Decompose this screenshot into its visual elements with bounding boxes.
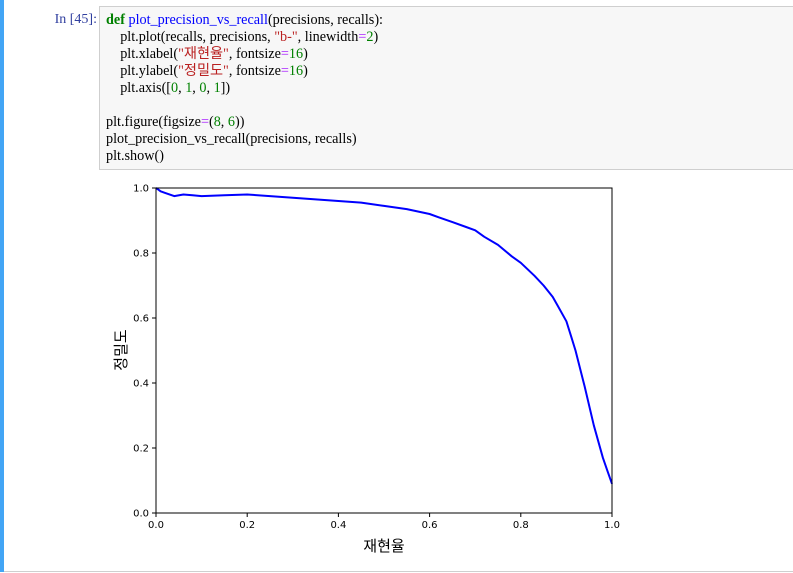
y-axis-label: 정밀도	[112, 329, 130, 371]
y-tick-label: 0.6	[133, 314, 149, 325]
code-token: plt.xlabel(	[106, 46, 179, 62]
code-token: )	[373, 29, 379, 45]
code-token: "b-"	[274, 29, 298, 45]
x-tick-label: 0.4	[330, 520, 346, 531]
code-token: 6	[227, 114, 235, 130]
code-token: )	[303, 63, 308, 79]
code-token: 0	[199, 80, 207, 96]
code-line: plt.axis([0, 1, 0, 1])	[106, 80, 230, 96]
code-token: 0	[171, 80, 179, 96]
y-tick-label: 0.0	[133, 509, 149, 520]
code-token: (precisions, recalls):	[267, 12, 383, 28]
input-prompt: In [45]:	[54, 12, 97, 27]
code-token: 1	[213, 80, 221, 96]
code-token: 1	[185, 80, 193, 96]
cell-output: 0.0 0.2 0.4 0.6 0.8 1.0 0.0 0.2 0.4 0.6 0.8 1.0 재현…	[99, 176, 793, 568]
code-token: "재현율"	[178, 46, 229, 62]
code-token: (	[208, 114, 214, 130]
x-tick-label: 1.0	[604, 520, 620, 531]
code-token: plt.plot(recalls, precisions,	[106, 29, 275, 45]
code-token: ))	[234, 114, 245, 130]
code-token: 2	[366, 29, 374, 45]
y-tick-label: 0.2	[133, 444, 149, 455]
code-token: ])	[220, 80, 231, 96]
code-token: =	[358, 29, 367, 45]
x-axis-ticks: 0.0 0.2 0.4 0.6 0.8 1.0	[148, 513, 620, 531]
code-token: "정밀도"	[178, 63, 229, 79]
code-token: plot_precision_vs_recall(precisions, rec…	[106, 131, 357, 147]
code-token: 16	[288, 63, 304, 79]
code-line: plt.figure(figsize=(8, 6))	[106, 114, 244, 130]
code-token: ,	[192, 80, 200, 96]
code-token: 16	[288, 46, 304, 62]
x-tick-label: 0.6	[422, 520, 438, 531]
y-tick-label: 1.0	[133, 184, 149, 195]
code-token: ,	[220, 114, 228, 130]
code-token: ,	[206, 80, 214, 96]
code-line: plt.show()	[106, 148, 164, 164]
code-editor[interactable]: def plot_precision_vs_recall(precisions,…	[106, 12, 383, 165]
code-token: plt.ylabel(	[106, 63, 179, 79]
cell-selection-bar	[0, 0, 4, 572]
code-token: , linewidth	[297, 29, 359, 45]
code-line: plt.xlabel("재현율", fontsize=16)	[106, 46, 308, 62]
code-token: 8	[213, 114, 221, 130]
code-cell-input[interactable]: def plot_precision_vs_recall(precisions,…	[99, 6, 793, 170]
code-token: =	[200, 114, 209, 130]
code-token: ,	[178, 80, 186, 96]
code-token: =	[280, 46, 289, 62]
x-tick-label: 0.0	[148, 520, 164, 531]
precision-recall-line	[155, 187, 613, 485]
code-token: , fontsize	[228, 63, 281, 79]
code-token: =	[280, 63, 289, 79]
y-tick-label: 0.4	[133, 379, 149, 390]
code-token: plt.axis([	[106, 80, 172, 96]
series-group	[155, 187, 613, 485]
code-token: plt.show()	[106, 148, 164, 164]
precision-recall-chart: 0.0 0.2 0.4 0.6 0.8 1.0 0.0 0.2 0.4 0.6 0.8 1.0 재현…	[112, 184, 620, 556]
code-token: )	[303, 46, 308, 62]
code-line: plt.plot(recalls, precisions, "b-", line…	[106, 29, 378, 45]
y-axis-ticks: 0.0 0.2 0.4 0.6 0.8 1.0	[133, 184, 156, 520]
code-token: , fontsize	[228, 46, 281, 62]
code-line: def plot_precision_vs_recall(precisions,…	[106, 12, 383, 28]
x-tick-label: 0.2	[239, 520, 255, 531]
code-line: plt.ylabel("정밀도", fontsize=16)	[106, 63, 308, 79]
y-tick-label: 0.8	[133, 249, 149, 260]
x-tick-label: 0.8	[513, 520, 529, 531]
x-axis-label: 재현율	[363, 537, 404, 555]
code-token: plot_precision_vs_recall	[128, 12, 268, 28]
plot-frame	[155, 187, 613, 514]
code-token: plt.figure(figsize	[106, 114, 201, 130]
code-token: def	[106, 12, 125, 28]
code-line: plot_precision_vs_recall(precisions, rec…	[106, 131, 357, 147]
